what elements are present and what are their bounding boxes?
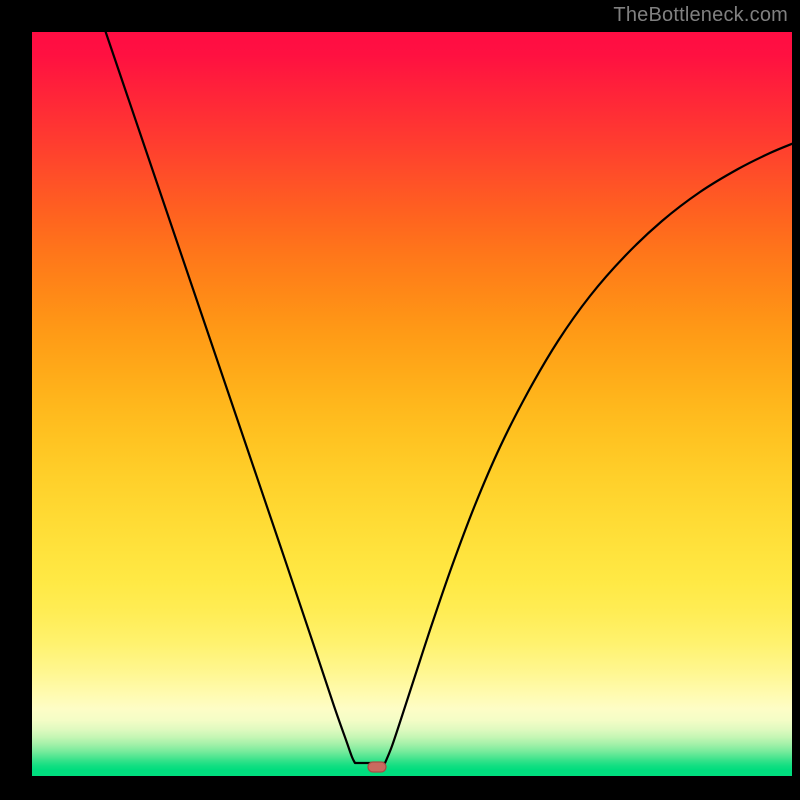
- canvas-root: TheBottleneck.com: [0, 0, 800, 800]
- plot-svg: [0, 0, 800, 800]
- optimum-marker: [368, 762, 386, 772]
- plot-background: [32, 32, 792, 776]
- watermark-text: TheBottleneck.com: [613, 4, 788, 27]
